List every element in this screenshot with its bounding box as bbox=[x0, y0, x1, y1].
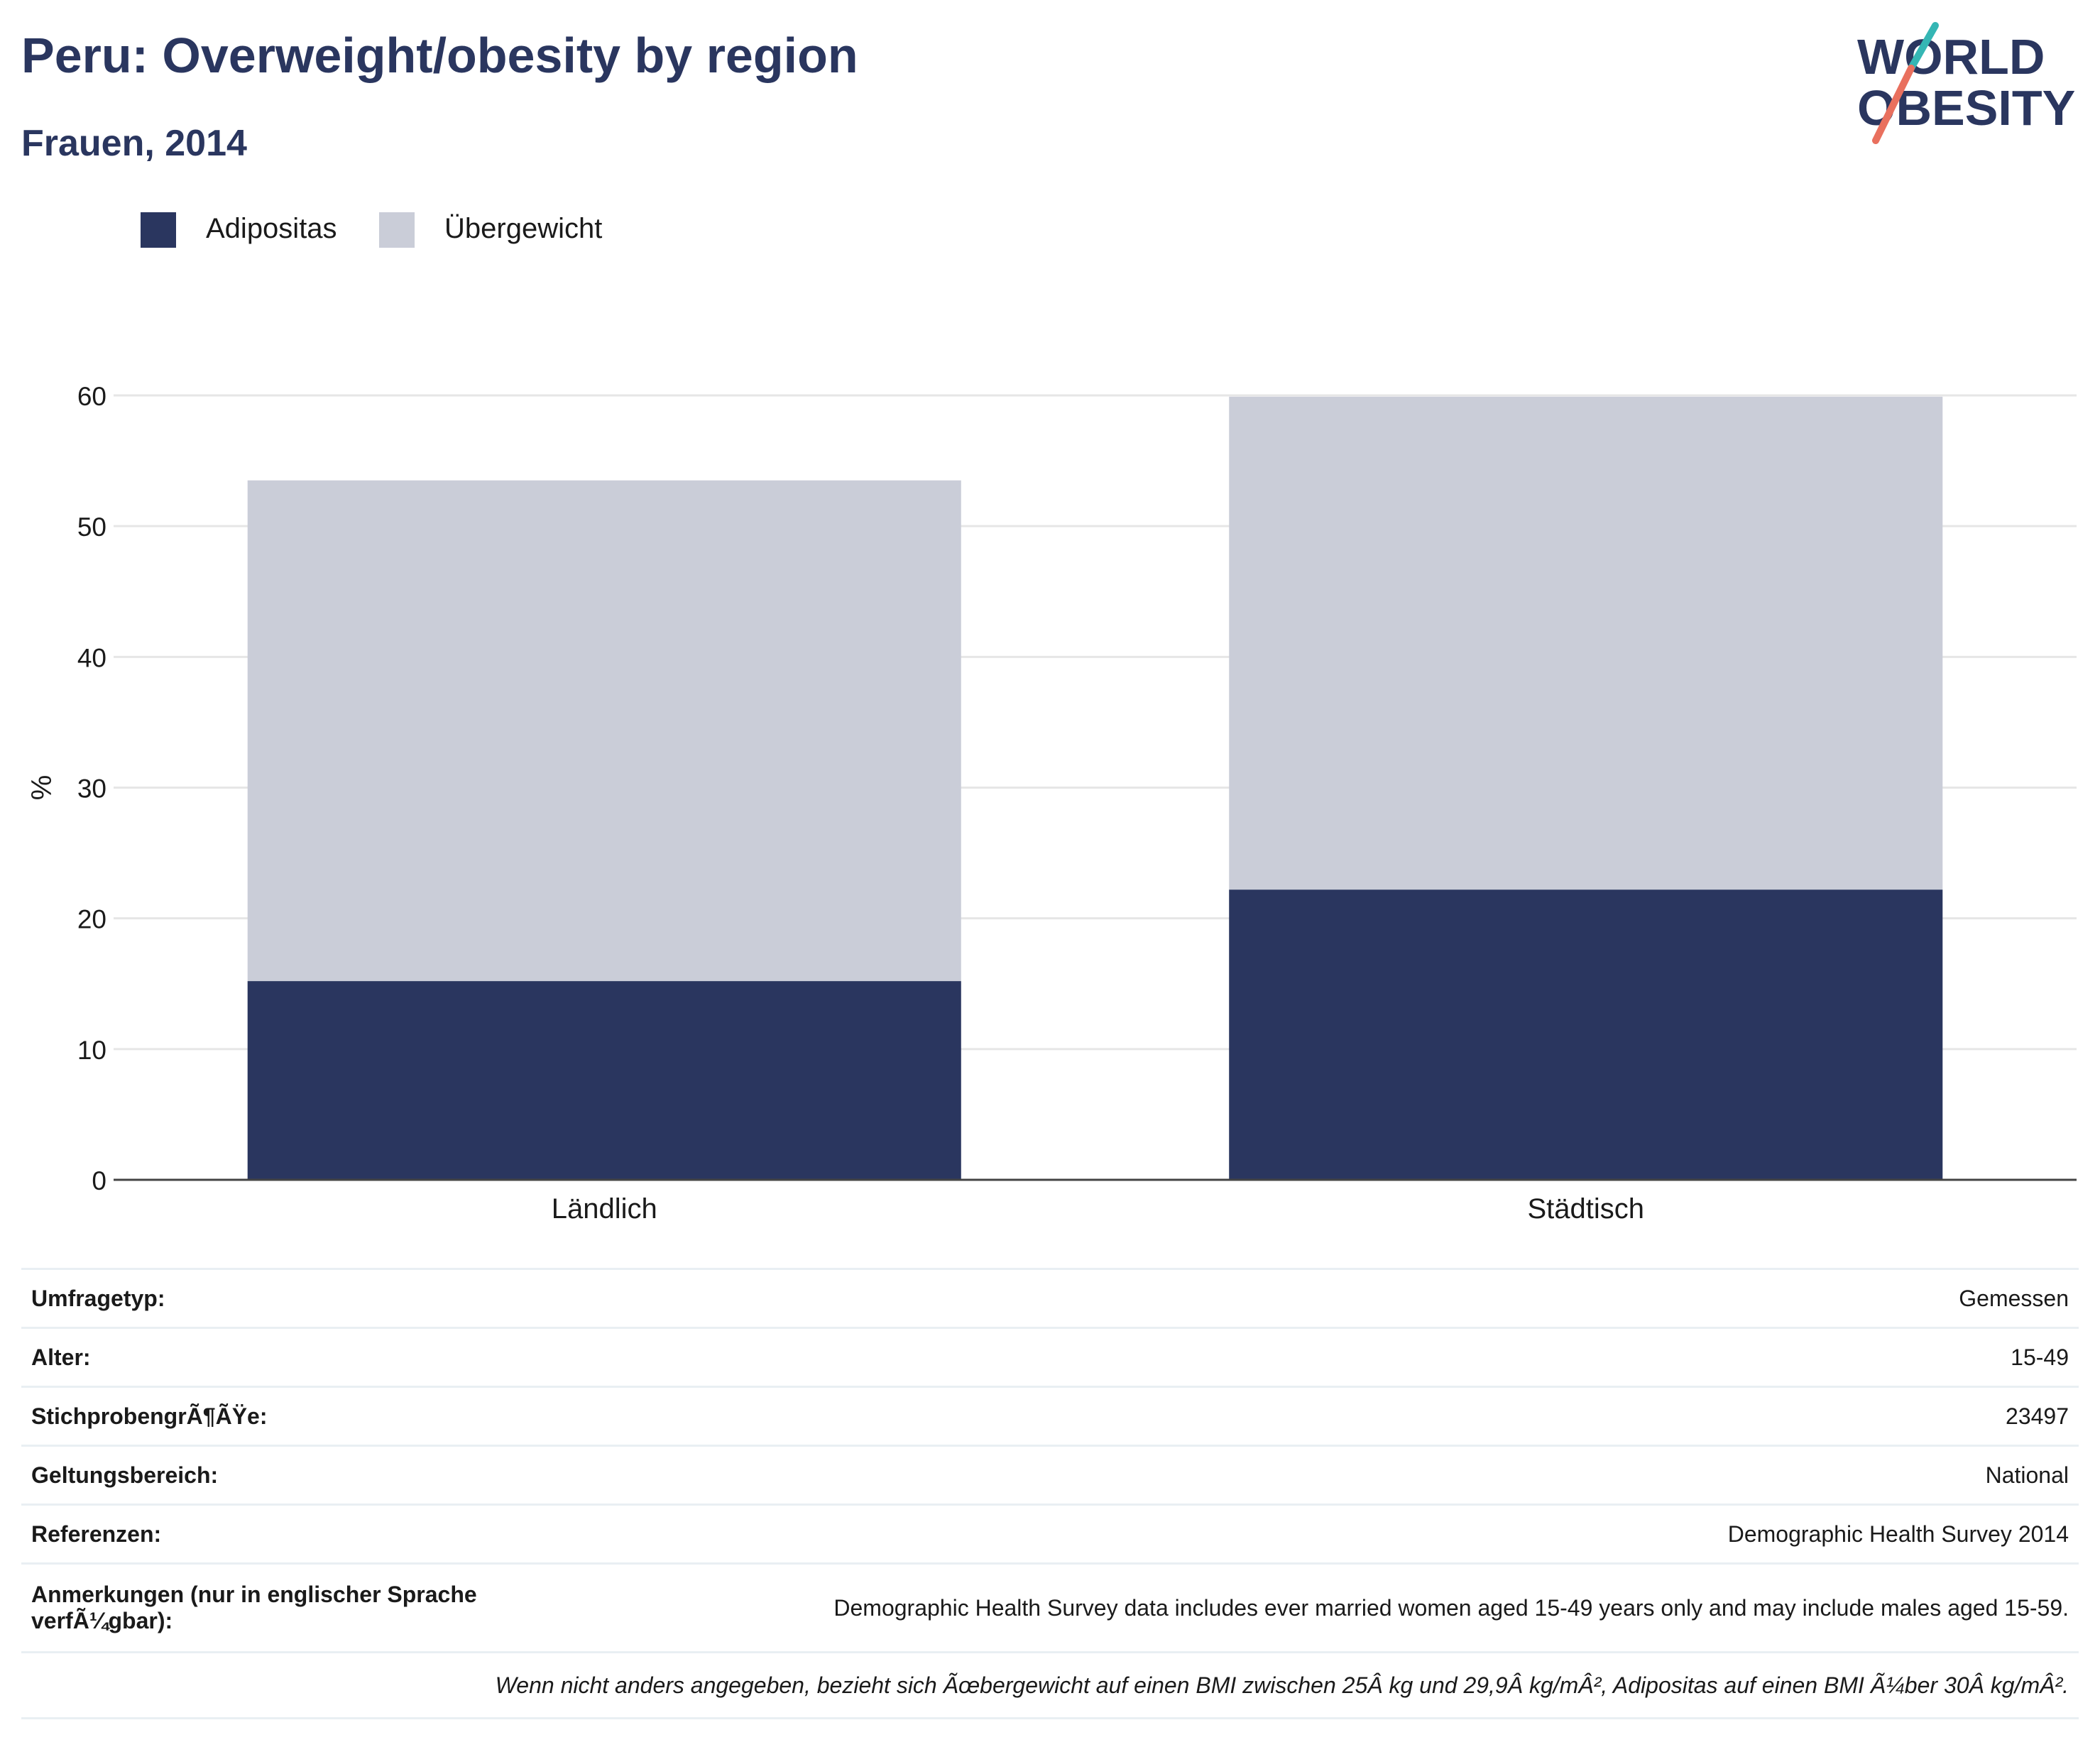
info-value: Demographic Health Survey data includes … bbox=[538, 1562, 2079, 1653]
info-label: Umfragetyp: bbox=[21, 1268, 538, 1328]
logo-text-world: WORLD bbox=[1857, 29, 2045, 84]
bar-uebergewicht[interactable] bbox=[247, 480, 961, 982]
footnote: Wenn nicht anders angegeben, bezieht sic… bbox=[21, 1651, 2079, 1719]
y-tick-label: 0 bbox=[92, 1166, 106, 1195]
legend-swatch-uebergewicht bbox=[379, 212, 415, 248]
survey-info-table: Umfragetyp: Gemessen Alter: 15-49 Stichp… bbox=[21, 1268, 2079, 1719]
info-row: Umfragetyp: Gemessen bbox=[21, 1268, 2079, 1328]
info-label: Referenzen: bbox=[21, 1504, 538, 1564]
logo-slash-teal bbox=[1908, 22, 1939, 72]
footnote-row: Wenn nicht anders angegeben, bezieht sic… bbox=[21, 1651, 2079, 1719]
stacked-bar-chart: 0 10 20 30 40 50 60% Ländlich Städtisch bbox=[26, 382, 2077, 1225]
info-label: Anmerkungen (nur in englischer Sprache v… bbox=[21, 1562, 538, 1653]
info-label: Geltungsbereich: bbox=[21, 1445, 538, 1505]
bar-uebergewicht[interactable] bbox=[1229, 396, 1943, 890]
legend-label-uebergewicht: Übergewicht bbox=[444, 213, 603, 244]
y-tick-label: 20 bbox=[77, 905, 106, 934]
world-obesity-logo: WORLD OBESITY bbox=[1857, 22, 2075, 144]
y-axis-label: % bbox=[26, 775, 58, 801]
bar-adipositas[interactable] bbox=[247, 981, 961, 1180]
legend-swatch-adipositas bbox=[141, 212, 176, 248]
x-tick-label: Städtisch bbox=[1527, 1193, 1644, 1225]
info-row: Anmerkungen (nur in englischer Sprache v… bbox=[21, 1562, 2079, 1653]
chart-subtitle: Frauen, 2014 bbox=[21, 123, 247, 164]
info-value: National bbox=[538, 1445, 2079, 1505]
info-value: Demographic Health Survey 2014 bbox=[538, 1504, 2079, 1564]
legend-label-adipositas: Adipositas bbox=[206, 213, 337, 244]
bar-adipositas[interactable] bbox=[1229, 889, 1943, 1180]
info-row: Alter: 15-49 bbox=[21, 1327, 2079, 1387]
y-tick-label: 50 bbox=[77, 513, 106, 542]
info-row: Geltungsbereich: National bbox=[21, 1445, 2079, 1505]
info-value: Gemessen bbox=[538, 1268, 2079, 1328]
info-row: Referenzen: Demographic Health Survey 20… bbox=[21, 1504, 2079, 1564]
info-label: StichprobengrÃ¶ÃŸe: bbox=[21, 1386, 538, 1446]
info-value: 15-49 bbox=[538, 1327, 2079, 1387]
y-tick-label: 60 bbox=[77, 382, 106, 411]
info-value: 23497 bbox=[538, 1386, 2079, 1446]
logo-slash-coral bbox=[1872, 65, 1915, 144]
chart-title: Peru: Overweight/obesity by region bbox=[21, 28, 858, 83]
info-label: Alter: bbox=[21, 1327, 538, 1387]
y-tick-label: 10 bbox=[77, 1036, 106, 1065]
y-tick-label: 30 bbox=[77, 774, 106, 804]
info-row: StichprobengrÃ¶ÃŸe: 23497 bbox=[21, 1386, 2079, 1446]
y-tick-label: 40 bbox=[77, 643, 106, 672]
x-tick-label: Ländlich bbox=[552, 1193, 657, 1225]
